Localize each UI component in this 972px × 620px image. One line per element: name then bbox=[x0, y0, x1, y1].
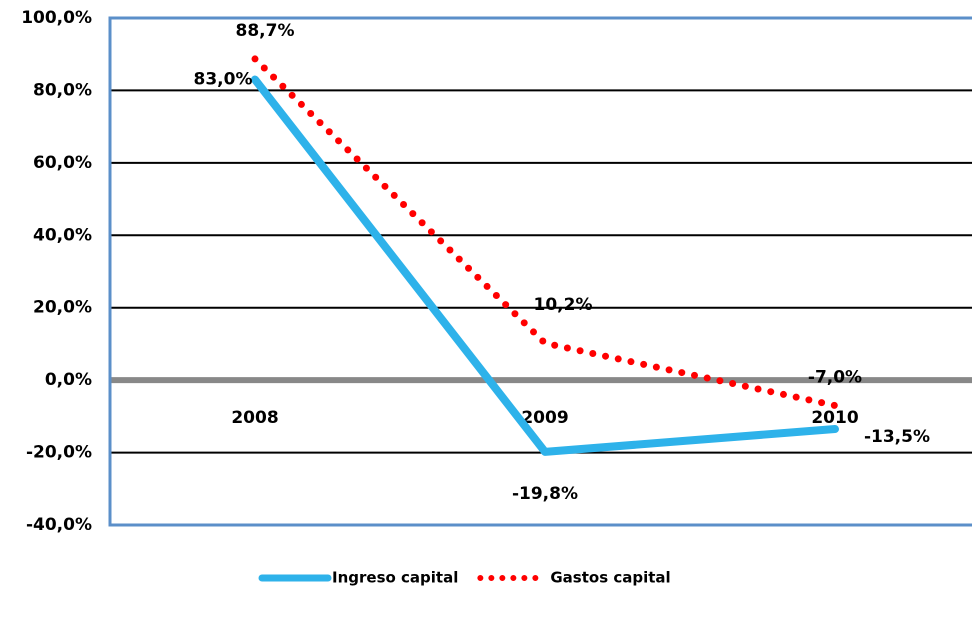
y-tick-label: 100,0% bbox=[21, 8, 92, 28]
x-tick-label: 2008 bbox=[231, 408, 278, 428]
y-tick-label: 80,0% bbox=[33, 80, 92, 100]
x-tick-label: 2009 bbox=[521, 408, 568, 428]
data-label: -7,0% bbox=[808, 367, 862, 387]
plot-border bbox=[108, 16, 972, 527]
data-label: -13,5% bbox=[864, 427, 930, 447]
legend-label: Ingreso capital bbox=[332, 569, 458, 587]
y-tick-label: 0,0% bbox=[45, 370, 92, 390]
data-label: 88,7% bbox=[236, 21, 295, 41]
series-line bbox=[251, 55, 839, 409]
data-label: -19,8% bbox=[512, 484, 578, 504]
y-tick-label: 40,0% bbox=[33, 225, 92, 245]
data-label: 83,0% bbox=[194, 70, 253, 90]
y-tick-label: -40,0% bbox=[26, 515, 92, 535]
x-tick-label: 2010 bbox=[811, 408, 858, 428]
data-label: 10,2% bbox=[534, 295, 593, 315]
y-tick-label: 20,0% bbox=[33, 298, 92, 318]
y-tick-label: -20,0% bbox=[26, 443, 92, 463]
series-line bbox=[251, 75, 839, 456]
y-tick-label: 60,0% bbox=[33, 153, 92, 173]
legend-label: Gastos capital bbox=[550, 569, 670, 587]
